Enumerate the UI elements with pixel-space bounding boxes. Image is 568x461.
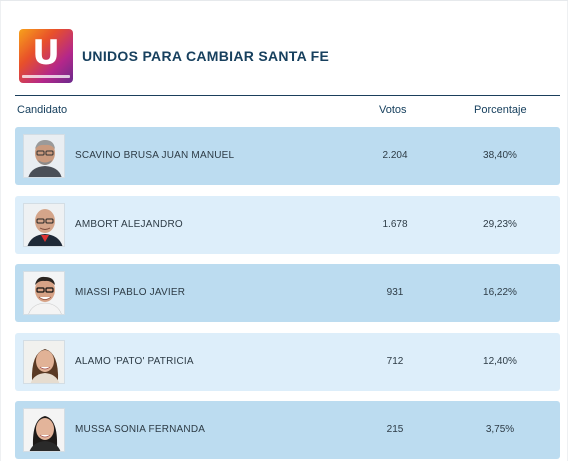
table-row: ALAMO 'PATO' PATRICIA 712 12,40%: [15, 333, 560, 391]
table-row: MIASSI PABLO JAVIER 931 16,22%: [15, 264, 560, 322]
candidate-votes: 712: [386, 356, 404, 367]
candidate-percent: 3,75%: [485, 424, 515, 435]
table-row: AMBORT ALEJANDRO 1.678 29,23%: [15, 196, 560, 254]
candidate-percent: 12,40%: [483, 356, 517, 367]
candidate-photo: [23, 340, 65, 384]
party-logo: U: [19, 29, 73, 83]
party-header: U UNIDOS PARA CAMBIAR SANTA FE: [19, 29, 329, 83]
header-divider: [15, 95, 560, 96]
candidate-name: MUSSA SONIA FERNANDA: [75, 424, 206, 435]
column-header-candidate: Candidato: [17, 104, 68, 116]
candidate-percent: 29,23%: [483, 219, 517, 230]
candidate-photo: [23, 134, 65, 178]
candidate-photo: [23, 203, 65, 247]
candidate-photo: [23, 408, 65, 452]
candidate-votes: 2.204: [382, 150, 408, 161]
candidate-votes: 1.678: [382, 219, 408, 230]
candidate-name: ALAMO 'PATO' PATRICIA: [75, 356, 194, 367]
logo-letter: U: [32, 33, 60, 73]
candidate-name: SCAVINO BRUSA JUAN MANUEL: [75, 150, 235, 161]
candidate-name: MIASSI PABLO JAVIER: [75, 287, 186, 298]
candidate-photo: [23, 271, 65, 315]
candidate-name: AMBORT ALEJANDRO: [75, 219, 183, 230]
table-row: MUSSA SONIA FERNANDA 215 3,75%: [15, 401, 560, 459]
party-title: UNIDOS PARA CAMBIAR SANTA FE: [82, 48, 330, 64]
candidate-votes: 931: [386, 287, 404, 298]
column-header-percent: Porcentaje: [474, 104, 527, 116]
candidate-percent: 38,40%: [483, 150, 517, 161]
logo-tagline-strip: [22, 75, 70, 78]
candidate-percent: 16,22%: [483, 287, 517, 298]
table-row: SCAVINO BRUSA JUAN MANUEL 2.204 38,40%: [15, 127, 560, 185]
candidate-votes: 215: [386, 424, 404, 435]
column-header-votes: Votos: [379, 104, 407, 116]
